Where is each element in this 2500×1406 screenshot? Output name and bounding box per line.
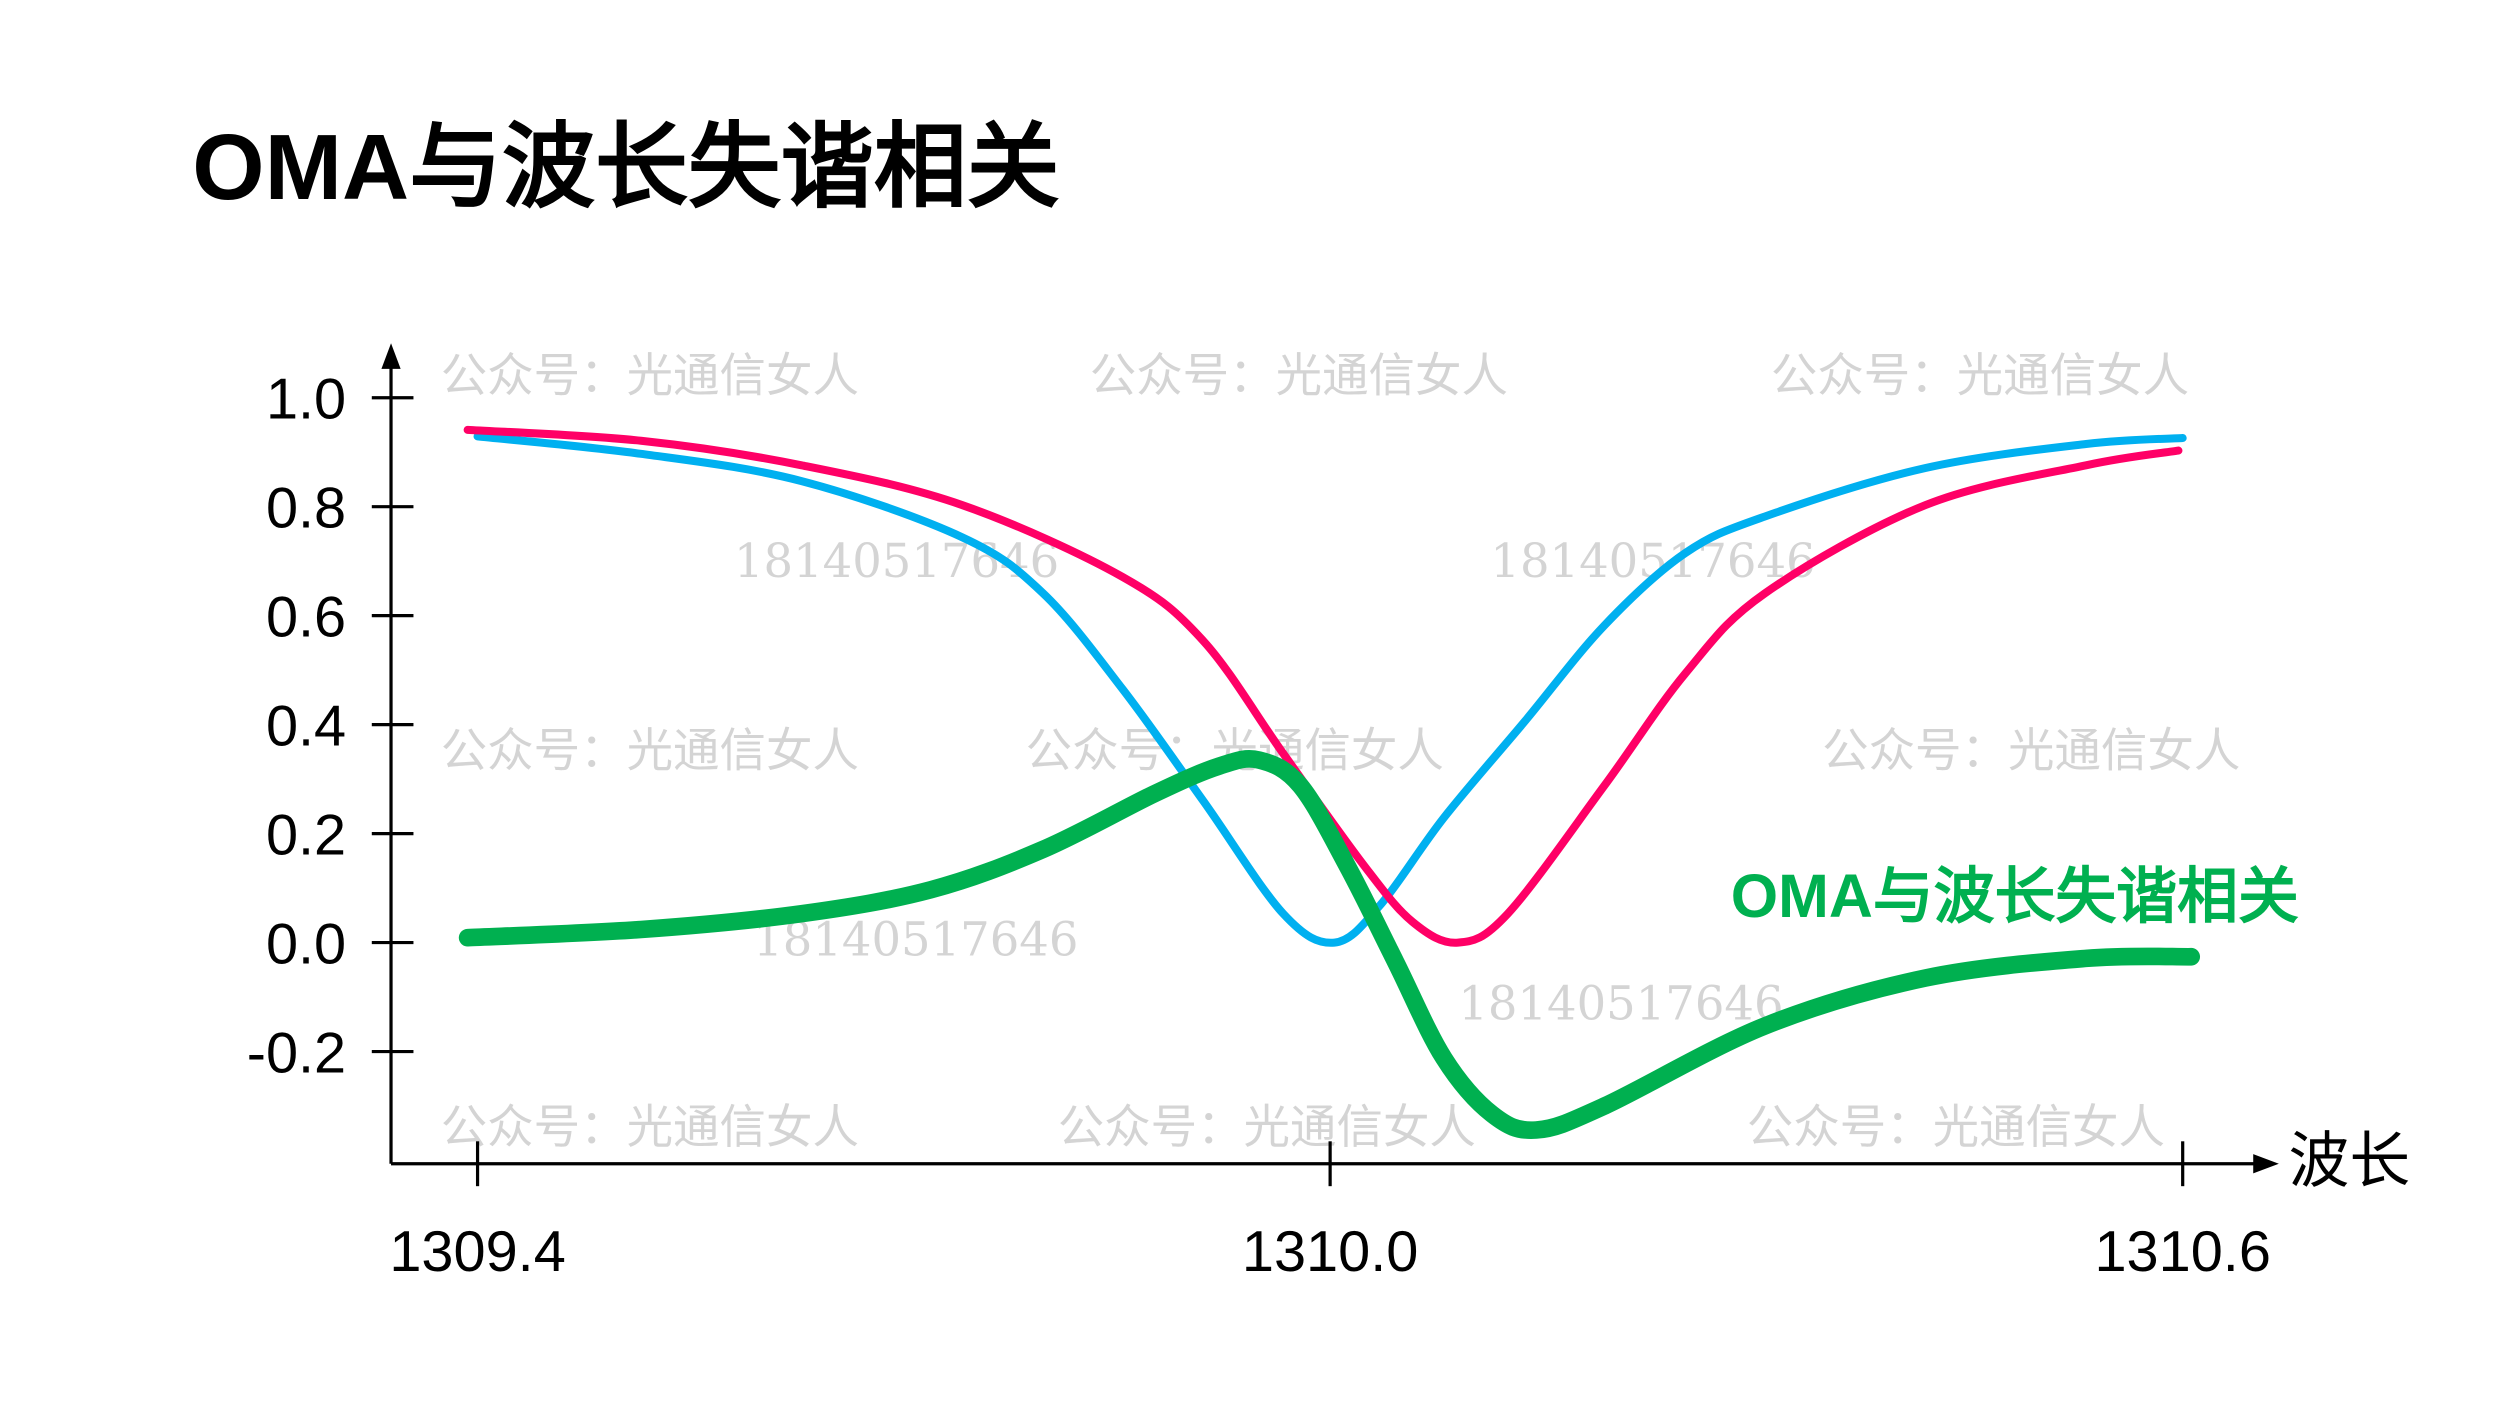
watermark-number: 18140517646 (1458, 977, 1783, 1031)
x-tick-label: 1309.4 (389, 1220, 565, 1284)
x-tick-label: 1310.0 (1242, 1220, 1418, 1284)
y-axis (381, 343, 401, 1164)
series-line-oma (458, 750, 2201, 1140)
y-tick-label: 0.0 (266, 912, 346, 976)
y-tick-label: 0.6 (266, 585, 346, 649)
series-annotation: OMA与波长失谐相关 (1731, 862, 2299, 930)
watermark-text: 公众号：光通信女人 (1090, 348, 1508, 402)
y-tick-label: 1.0 (266, 368, 346, 432)
watermark-text: 公众号：光通信女人 (441, 723, 859, 777)
watermark-text: 公众号：光通信女人 (441, 348, 859, 402)
y-tick-label: 0.2 (266, 803, 346, 867)
watermark-text: 公众号：光通信女人 (1771, 348, 2189, 402)
y-tick-label: 0.8 (266, 477, 346, 541)
y-tick-label: -0.2 (247, 1021, 346, 1085)
watermark-text: 公众号：光通信女人 (1747, 1100, 2165, 1154)
series-line-blue (473, 432, 2187, 947)
chart-title: OMA与波长失谐相关 (192, 115, 1059, 219)
x-axis: 波长 (391, 1126, 2410, 1194)
x-axis-arrow-icon (2253, 1154, 2279, 1174)
watermark-text: 公众号：光通信女人 (1822, 723, 2240, 777)
x-tick-label: 1310.6 (2094, 1220, 2270, 1284)
series-line-pink (463, 425, 2183, 947)
watermark-text: 公众号：光通信女人 (1058, 1100, 1476, 1154)
x-axis-label: 波长 (2288, 1126, 2410, 1194)
watermark-text: 公众号：光通信女人 (441, 1100, 859, 1154)
y-axis-arrow-icon (381, 343, 401, 369)
y-tick-label: 0.4 (266, 694, 346, 758)
